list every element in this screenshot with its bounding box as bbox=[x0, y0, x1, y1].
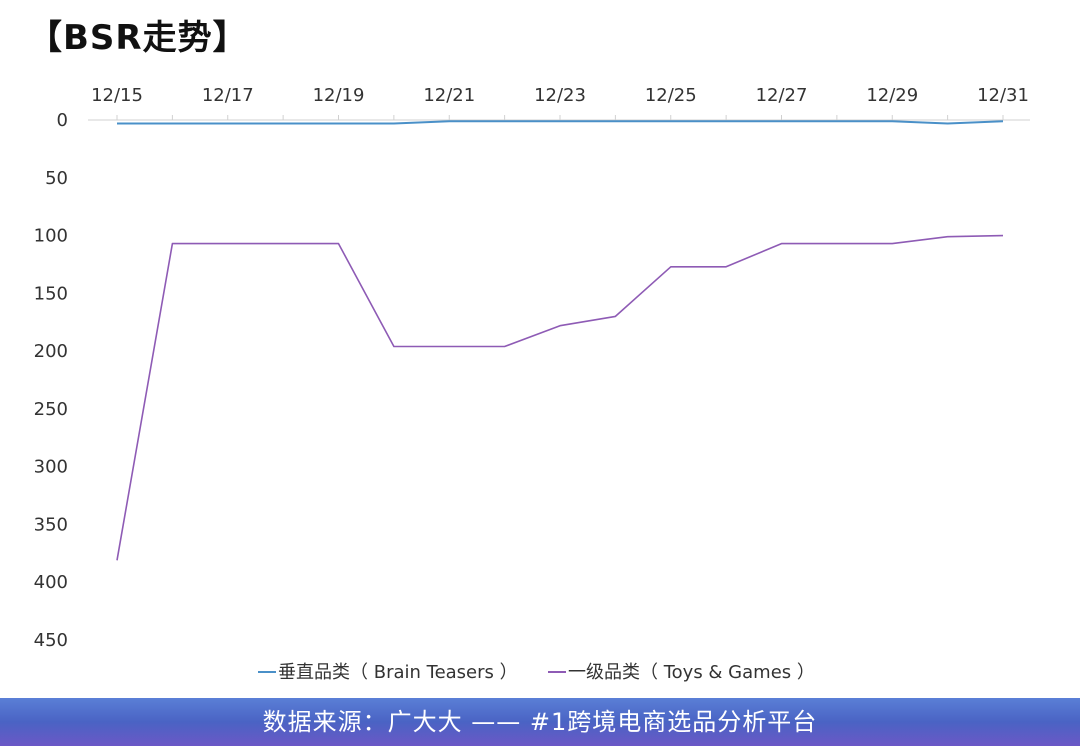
legend-label-2: 一级品类（ Toys & Games ） bbox=[568, 662, 815, 683]
y-tick-label: 200 bbox=[34, 341, 68, 362]
y-tick-label: 150 bbox=[34, 283, 68, 304]
x-tick-label: 12/17 bbox=[202, 85, 254, 106]
source-footer: 数据来源：广大大 —— #1跨境电商选品分析平台 bbox=[0, 698, 1080, 746]
y-tick-label: 300 bbox=[34, 457, 68, 478]
y-tick-label: 400 bbox=[34, 572, 68, 593]
x-tick-label: 12/27 bbox=[756, 85, 808, 106]
y-tick-label: 250 bbox=[34, 399, 68, 420]
x-tick-label: 12/15 bbox=[91, 85, 143, 106]
x-tick-label: 12/25 bbox=[645, 85, 697, 106]
series-line-2 bbox=[116, 234, 1004, 561]
x-tick-label: 12/19 bbox=[313, 85, 365, 106]
y-tick-label: 350 bbox=[34, 514, 68, 535]
x-tick-label: 12/23 bbox=[534, 85, 586, 106]
page-title: 【BSR走势】 bbox=[28, 18, 248, 58]
y-tick-label: 450 bbox=[34, 630, 68, 651]
y-tick-label: 50 bbox=[45, 168, 68, 189]
series-line-1 bbox=[117, 120, 1004, 125]
y-tick-label: 100 bbox=[34, 226, 68, 247]
x-tick-label: 12/31 bbox=[977, 85, 1029, 106]
legend-label-1: 垂直品类（ Brain Teasers ） bbox=[278, 662, 518, 683]
x-tick-label: 12/21 bbox=[423, 85, 475, 106]
bsr-line-chart: 12/15 12/17 12/19 12/21 12/23 12/25 12/27 12/29… bbox=[34, 85, 1030, 683]
y-tick-label: 0 bbox=[57, 110, 68, 131]
x-tick-label: 12/29 bbox=[866, 85, 918, 106]
